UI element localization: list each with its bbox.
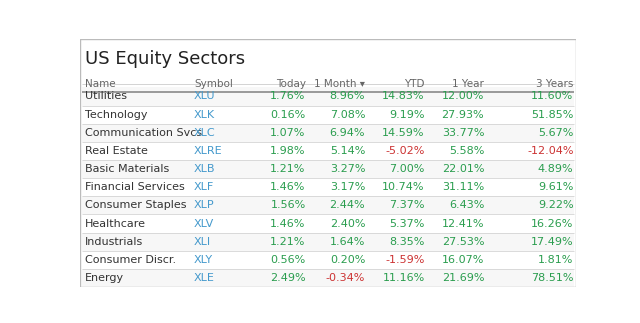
Text: 2.40%: 2.40% xyxy=(330,219,365,229)
Text: 21.69%: 21.69% xyxy=(442,273,484,283)
Text: 1 Month ▾: 1 Month ▾ xyxy=(314,78,365,89)
Text: 31.11%: 31.11% xyxy=(442,182,484,192)
Text: Healthcare: Healthcare xyxy=(85,219,146,229)
Text: 7.00%: 7.00% xyxy=(389,164,425,174)
Text: 27.93%: 27.93% xyxy=(442,109,484,120)
Text: 16.07%: 16.07% xyxy=(442,255,484,265)
Text: Communication Svcs: Communication Svcs xyxy=(85,128,202,138)
Text: -12.04%: -12.04% xyxy=(527,146,573,156)
Text: XLI: XLI xyxy=(194,237,211,247)
Text: 14.83%: 14.83% xyxy=(382,91,425,101)
Text: 10.74%: 10.74% xyxy=(382,182,425,192)
Text: 7.08%: 7.08% xyxy=(330,109,365,120)
Text: Basic Materials: Basic Materials xyxy=(85,164,169,174)
Text: 0.56%: 0.56% xyxy=(271,255,306,265)
Text: 1.56%: 1.56% xyxy=(271,200,306,210)
Text: 5.14%: 5.14% xyxy=(330,146,365,156)
Text: 3 Years: 3 Years xyxy=(536,78,573,89)
Text: 9.19%: 9.19% xyxy=(389,109,425,120)
Text: 78.51%: 78.51% xyxy=(531,273,573,283)
Text: 5.58%: 5.58% xyxy=(449,146,484,156)
Text: 1.07%: 1.07% xyxy=(270,128,306,138)
Text: -0.34%: -0.34% xyxy=(326,273,365,283)
Text: 9.61%: 9.61% xyxy=(538,182,573,192)
Bar xyxy=(83,251,573,269)
Text: 1.46%: 1.46% xyxy=(270,219,306,229)
Text: XLU: XLU xyxy=(194,91,216,101)
Text: 1.21%: 1.21% xyxy=(270,237,306,247)
Text: 5.67%: 5.67% xyxy=(538,128,573,138)
Text: 2.44%: 2.44% xyxy=(330,200,365,210)
Text: 14.59%: 14.59% xyxy=(382,128,425,138)
Bar xyxy=(83,142,573,160)
Text: 1.81%: 1.81% xyxy=(538,255,573,265)
Text: 1.21%: 1.21% xyxy=(270,164,306,174)
Text: 8.96%: 8.96% xyxy=(330,91,365,101)
Text: Industrials: Industrials xyxy=(85,237,143,247)
Bar xyxy=(83,269,573,287)
Text: 2.49%: 2.49% xyxy=(270,273,306,283)
Text: 9.22%: 9.22% xyxy=(538,200,573,210)
Text: 4.89%: 4.89% xyxy=(538,164,573,174)
Text: 3.27%: 3.27% xyxy=(330,164,365,174)
Text: XLY: XLY xyxy=(194,255,213,265)
Bar xyxy=(83,233,573,251)
Text: 11.60%: 11.60% xyxy=(531,91,573,101)
Text: Name: Name xyxy=(85,78,116,89)
Bar xyxy=(83,106,573,124)
Text: 6.43%: 6.43% xyxy=(449,200,484,210)
Text: XLC: XLC xyxy=(194,128,216,138)
Text: Today: Today xyxy=(276,78,306,89)
Text: 11.16%: 11.16% xyxy=(383,273,425,283)
Text: XLRE: XLRE xyxy=(194,146,223,156)
Text: US Equity Sectors: US Equity Sectors xyxy=(85,50,245,68)
Text: 1.64%: 1.64% xyxy=(330,237,365,247)
Text: 22.01%: 22.01% xyxy=(442,164,484,174)
Text: 8.35%: 8.35% xyxy=(389,237,425,247)
Bar xyxy=(83,124,573,142)
Text: 1.76%: 1.76% xyxy=(270,91,306,101)
Text: 6.94%: 6.94% xyxy=(330,128,365,138)
Text: 1 Year: 1 Year xyxy=(452,78,484,89)
Text: 7.37%: 7.37% xyxy=(389,200,425,210)
Text: -1.59%: -1.59% xyxy=(385,255,425,265)
Text: 1.46%: 1.46% xyxy=(270,182,306,192)
Text: 33.77%: 33.77% xyxy=(442,128,484,138)
Text: Financial Services: Financial Services xyxy=(85,182,185,192)
Text: 1.98%: 1.98% xyxy=(270,146,306,156)
Text: 0.20%: 0.20% xyxy=(330,255,365,265)
Text: Technology: Technology xyxy=(85,109,147,120)
Text: 3.17%: 3.17% xyxy=(330,182,365,192)
Text: 16.26%: 16.26% xyxy=(531,219,573,229)
Text: -5.02%: -5.02% xyxy=(385,146,425,156)
Bar xyxy=(83,196,573,214)
Text: Energy: Energy xyxy=(85,273,124,283)
Text: Real Estate: Real Estate xyxy=(85,146,148,156)
Text: Symbol: Symbol xyxy=(194,78,233,89)
Bar xyxy=(83,88,573,106)
Text: 0.16%: 0.16% xyxy=(271,109,306,120)
Text: 17.49%: 17.49% xyxy=(531,237,573,247)
Text: XLP: XLP xyxy=(194,200,214,210)
Text: 27.53%: 27.53% xyxy=(442,237,484,247)
Bar xyxy=(83,178,573,196)
Bar xyxy=(83,214,573,233)
Text: 12.00%: 12.00% xyxy=(442,91,484,101)
Text: YTD: YTD xyxy=(404,78,425,89)
Text: XLK: XLK xyxy=(194,109,215,120)
Text: XLV: XLV xyxy=(194,219,214,229)
Text: 51.85%: 51.85% xyxy=(531,109,573,120)
Text: XLB: XLB xyxy=(194,164,216,174)
Text: XLF: XLF xyxy=(194,182,214,192)
Text: XLE: XLE xyxy=(194,273,215,283)
Bar xyxy=(83,160,573,178)
Text: Consumer Discr.: Consumer Discr. xyxy=(85,255,176,265)
Text: Consumer Staples: Consumer Staples xyxy=(85,200,186,210)
Text: 5.37%: 5.37% xyxy=(389,219,425,229)
Text: Utilities: Utilities xyxy=(85,91,127,101)
Text: 12.41%: 12.41% xyxy=(442,219,484,229)
